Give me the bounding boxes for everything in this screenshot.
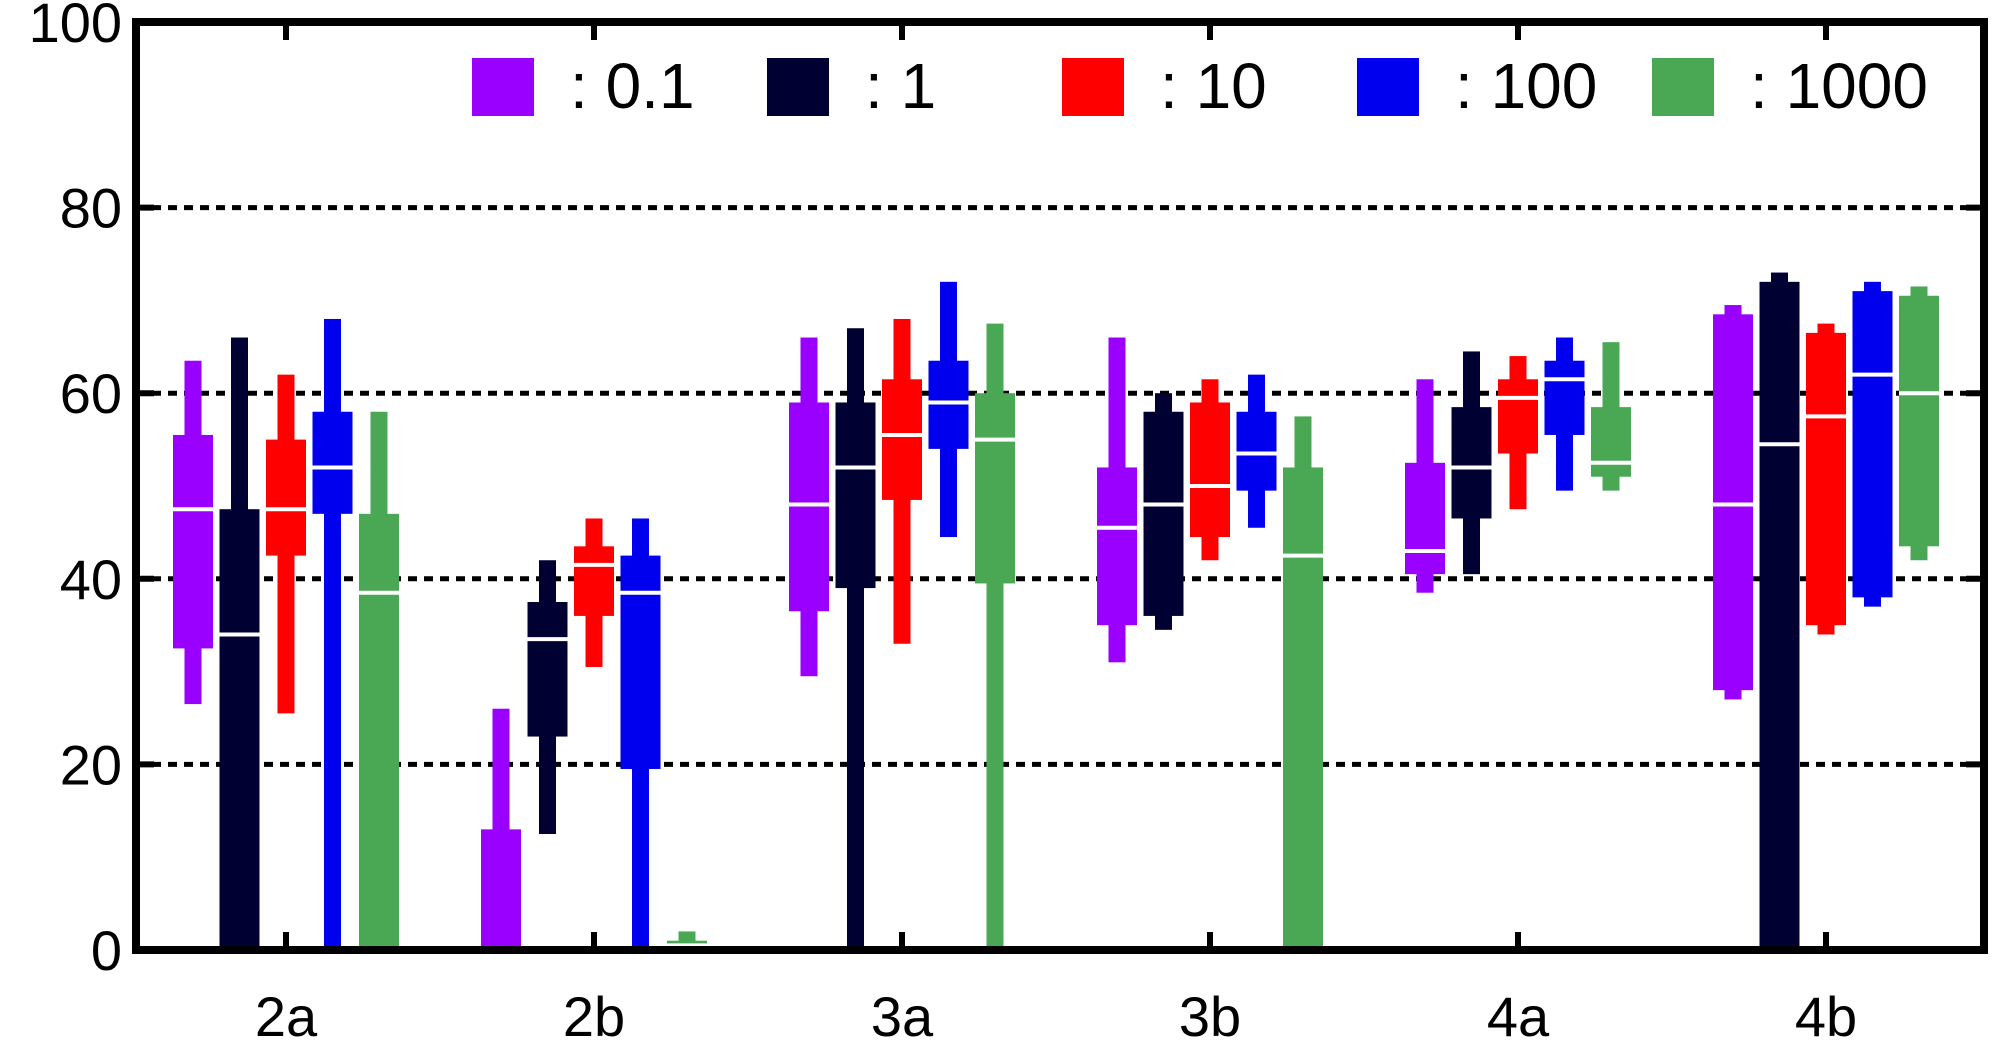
box-iqr bbox=[1097, 467, 1137, 626]
y-tick-label: 40 bbox=[60, 548, 122, 611]
y-tick-label: 100 bbox=[29, 0, 122, 54]
y-tick-label: 0 bbox=[91, 919, 122, 982]
box-2a-series-2 bbox=[266, 374, 306, 714]
box-4b-series-2 bbox=[1806, 323, 1846, 635]
box-3b-series-4 bbox=[1283, 416, 1323, 950]
box-2b-series-4 bbox=[667, 931, 707, 950]
legend: : 0.1 : 1 : 10 : 100 : 1000 bbox=[472, 50, 1928, 122]
box-3b-series-0 bbox=[1097, 337, 1137, 663]
box-2a-series-0 bbox=[173, 360, 213, 705]
box-2a-series-1 bbox=[219, 337, 260, 950]
y-tick-label: 20 bbox=[60, 733, 122, 796]
x-tick-label: 3b bbox=[1179, 985, 1241, 1041]
box-iqr bbox=[620, 555, 661, 770]
legend-label: : 10 bbox=[1160, 50, 1267, 122]
y-tick-label: 80 bbox=[60, 177, 122, 240]
box-iqr bbox=[173, 434, 213, 649]
legend-label: : 100 bbox=[1455, 50, 1597, 122]
legend-swatch bbox=[1062, 58, 1124, 116]
box-2b-series-1 bbox=[527, 560, 568, 834]
box-iqr bbox=[1190, 402, 1230, 538]
box-2a-series-3 bbox=[312, 318, 353, 951]
plot-frame bbox=[132, 18, 1988, 954]
x-tick-label: 3a bbox=[871, 985, 934, 1041]
box-iqr bbox=[1544, 360, 1585, 435]
box-3a-series-4 bbox=[975, 323, 1015, 951]
box-iqr bbox=[928, 360, 969, 449]
box-iqr bbox=[1498, 379, 1538, 454]
box-3b-series-1 bbox=[1143, 393, 1184, 630]
box-4a-series-4 bbox=[1591, 342, 1631, 491]
box-4b-series-0 bbox=[1713, 305, 1753, 700]
x-tick-label: 4a bbox=[1487, 985, 1550, 1041]
box-iqr bbox=[527, 602, 568, 737]
box-iqr bbox=[1236, 411, 1277, 491]
box-2a-series-4 bbox=[359, 411, 399, 950]
box-3b-series-3 bbox=[1236, 374, 1277, 528]
x-axis: 2a 2b 3a 3b 4a 4b bbox=[255, 22, 1857, 1041]
box-3a-series-0 bbox=[789, 337, 829, 677]
box-4a-series-2 bbox=[1498, 356, 1538, 510]
legend-swatch bbox=[767, 58, 829, 116]
legend-swatch bbox=[472, 58, 534, 116]
box-iqr bbox=[312, 411, 353, 514]
y-tick-label: 60 bbox=[60, 362, 122, 425]
box-4b-series-4 bbox=[1899, 286, 1939, 561]
box-2b-series-0 bbox=[481, 708, 521, 952]
box-4a-series-3 bbox=[1544, 337, 1585, 491]
box-3a-series-3 bbox=[928, 281, 969, 538]
x-tick-label: 4b bbox=[1795, 985, 1857, 1041]
box-4a-series-0 bbox=[1405, 379, 1445, 593]
box-iqr bbox=[835, 402, 876, 589]
box-4b-series-1 bbox=[1759, 272, 1800, 951]
legend-label: : 1000 bbox=[1750, 50, 1928, 122]
box-iqr bbox=[1405, 462, 1445, 575]
box-iqr bbox=[1759, 281, 1800, 951]
box-iqr bbox=[266, 439, 306, 556]
x-tick-label: 2a bbox=[255, 985, 318, 1041]
legend-label: : 0.1 bbox=[570, 50, 695, 122]
box-2b-series-3 bbox=[620, 518, 661, 950]
box-iqr bbox=[1451, 407, 1492, 519]
box-iqr bbox=[574, 546, 614, 616]
box-iqr bbox=[882, 379, 922, 500]
box-iqr bbox=[789, 402, 829, 612]
box-iqr bbox=[219, 509, 260, 950]
box-iqr bbox=[1283, 467, 1323, 950]
box-series bbox=[173, 272, 1939, 952]
box-iqr bbox=[1806, 332, 1846, 626]
x-tick-label: 2b bbox=[563, 985, 625, 1041]
box-3b-series-2 bbox=[1190, 379, 1230, 561]
box-4a-series-1 bbox=[1451, 351, 1492, 575]
box-iqr bbox=[1713, 314, 1753, 691]
box-4b-series-3 bbox=[1852, 281, 1893, 607]
box-iqr bbox=[481, 829, 521, 950]
legend-swatch bbox=[1357, 58, 1419, 116]
box-iqr bbox=[1591, 407, 1631, 477]
box-3a-series-1 bbox=[835, 328, 876, 950]
box-iqr bbox=[1143, 411, 1184, 616]
box-iqr bbox=[1852, 291, 1893, 598]
legend-swatch bbox=[1652, 58, 1714, 116]
legend-label: : 1 bbox=[865, 50, 936, 122]
y-axis: 0 20 40 60 80 100 bbox=[29, 0, 1984, 982]
box-iqr bbox=[359, 513, 399, 950]
box-iqr bbox=[975, 393, 1015, 584]
box-3a-series-2 bbox=[882, 318, 922, 644]
box-iqr bbox=[1899, 295, 1939, 547]
box-2b-series-2 bbox=[574, 518, 614, 667]
gridlines bbox=[136, 205, 1984, 767]
